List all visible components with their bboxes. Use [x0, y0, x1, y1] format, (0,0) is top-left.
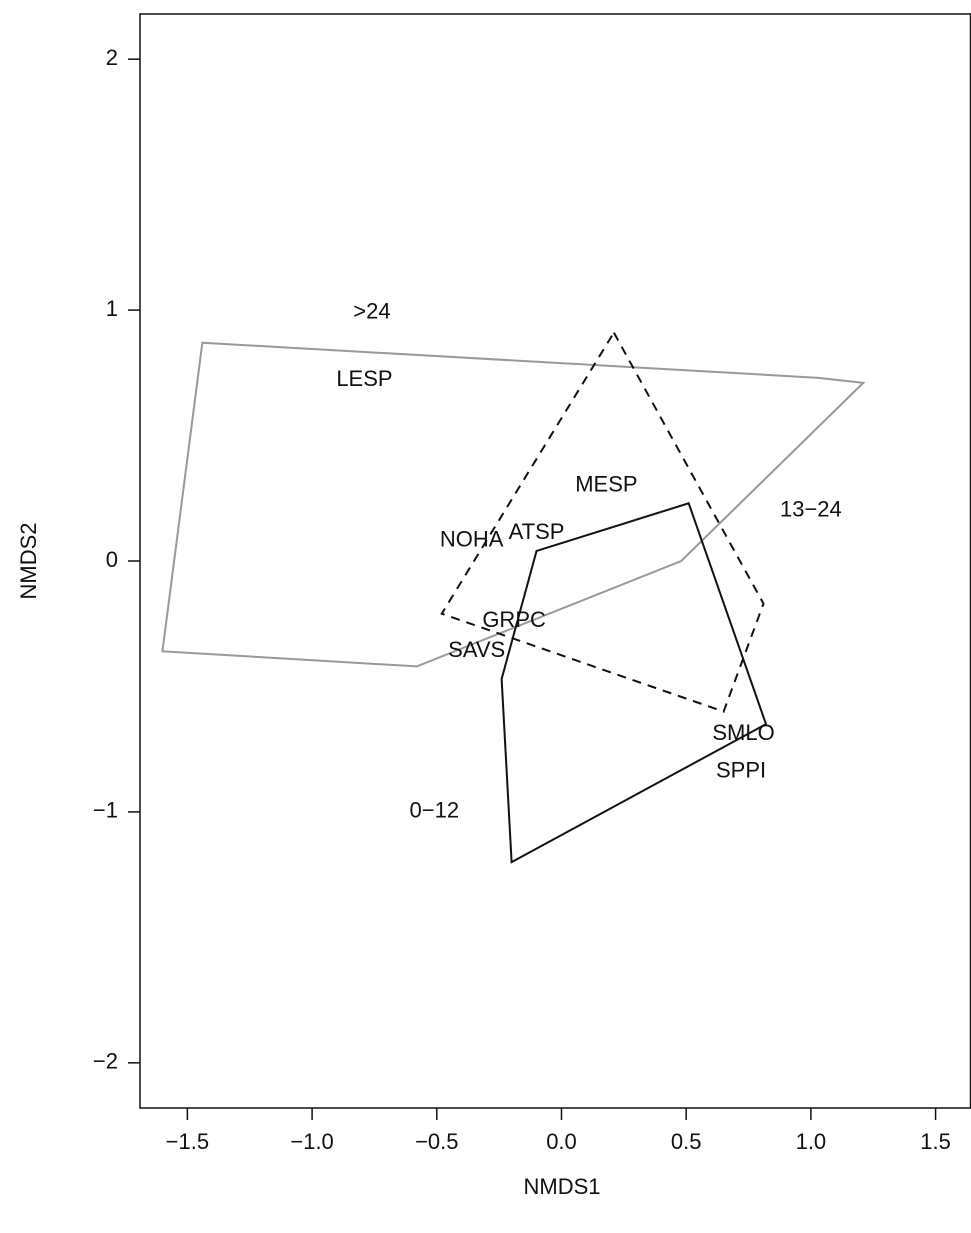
species-label: NOHA [440, 527, 504, 552]
species-label: MESP [575, 472, 637, 497]
species-label: GRPC [482, 607, 546, 632]
x-tick-label: −1.5 [166, 1129, 209, 1154]
group-label: 13−24 [780, 497, 842, 522]
y-axis-label: NMDS2 [16, 522, 41, 599]
x-tick-label: 1.5 [920, 1129, 951, 1154]
species-label: ATSP [509, 519, 565, 544]
y-tick-label: 2 [106, 45, 118, 70]
species-label: SMLO [712, 720, 774, 745]
x-tick-label: 0.0 [546, 1129, 577, 1154]
species-label: SPPI [716, 758, 766, 783]
group-label: >24 [353, 298, 390, 323]
x-axis-label: NMDS1 [523, 1174, 600, 1199]
hull [440, 330, 765, 713]
x-tick-label: 0.5 [671, 1129, 702, 1154]
y-tick-label: 0 [106, 547, 118, 572]
y-tick-label: −1 [93, 798, 118, 823]
group-label: 0−12 [410, 798, 460, 823]
hull [500, 502, 768, 864]
hull [161, 341, 866, 668]
plot-frame [139, 13, 971, 1109]
species-label: LESP [336, 366, 392, 391]
y-tick-label: −2 [93, 1049, 118, 1074]
y-tick-label: 1 [106, 296, 118, 321]
x-tick-label: 1.0 [796, 1129, 827, 1154]
species-label: SAVS [448, 637, 505, 662]
x-tick-label: −0.5 [415, 1129, 458, 1154]
x-tick-label: −1.0 [290, 1129, 333, 1154]
